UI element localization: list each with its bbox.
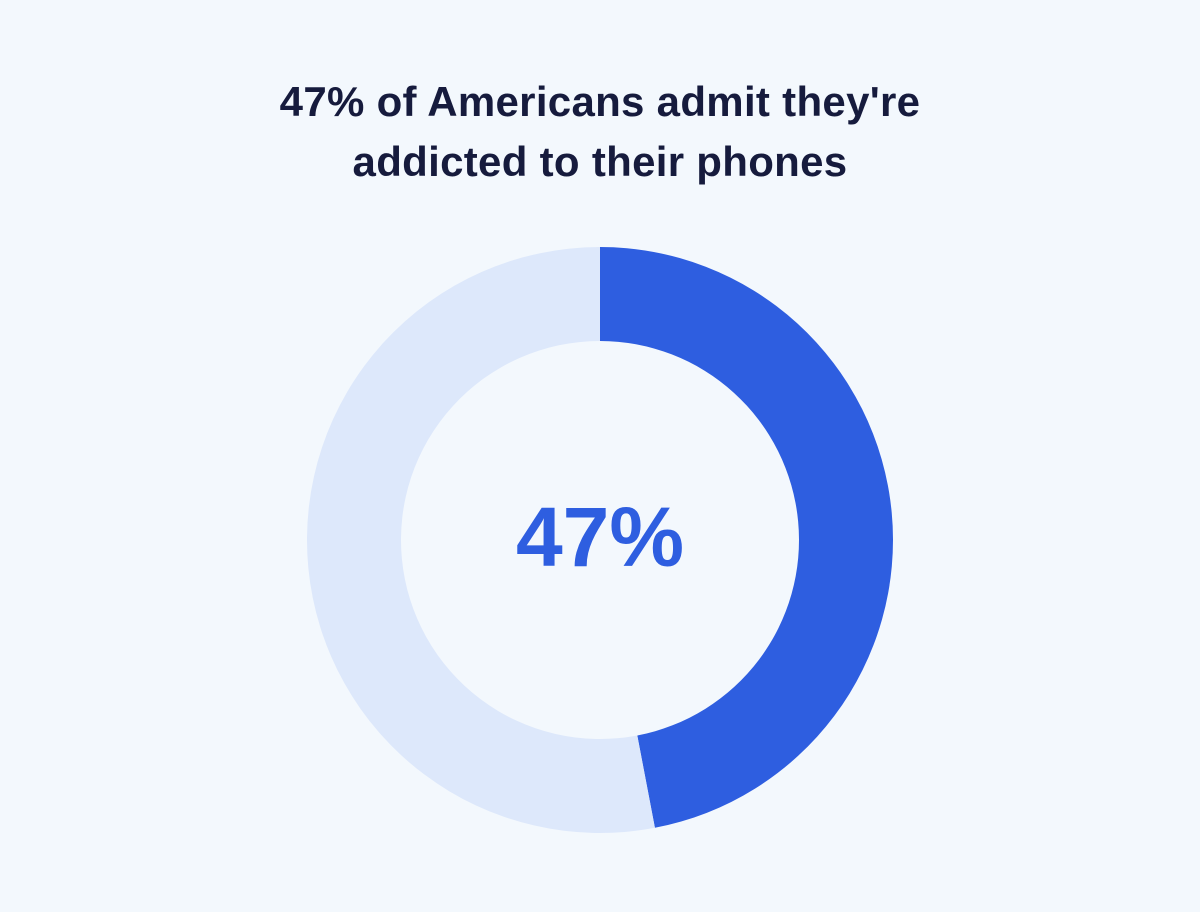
donut-segment <box>307 246 655 833</box>
chart-title: 47% of Americans admit they're addicted … <box>279 78 921 185</box>
donut-segment <box>600 247 893 828</box>
center-label: 47% <box>516 490 684 584</box>
